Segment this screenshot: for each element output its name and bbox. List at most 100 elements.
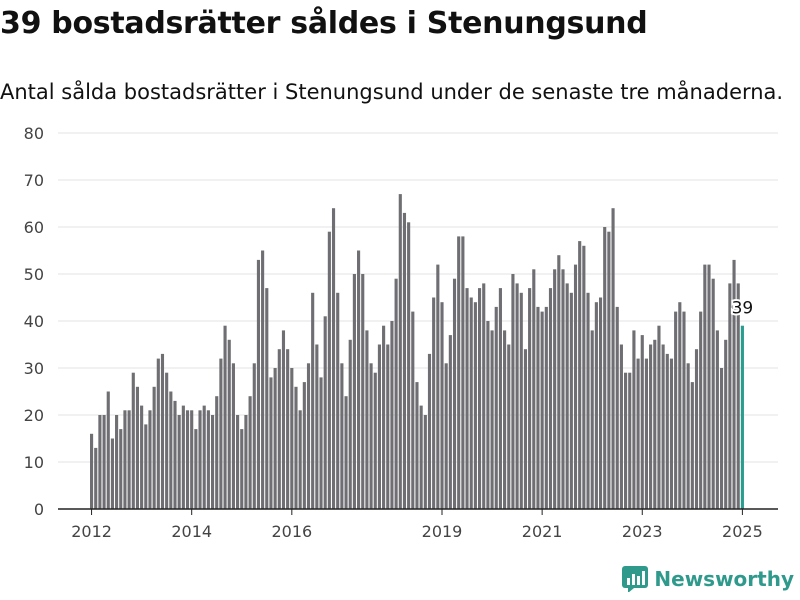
bar bbox=[540, 311, 544, 509]
bar bbox=[544, 306, 548, 509]
bar-chart: 0 10 20 30 40 50 60 70 80 2012 2014 2016 2019 2021 202… bbox=[24, 124, 778, 541]
bar bbox=[686, 363, 690, 509]
bar bbox=[102, 415, 106, 509]
bar bbox=[215, 396, 219, 509]
bar bbox=[724, 339, 728, 509]
bar bbox=[290, 368, 294, 509]
bar bbox=[719, 368, 724, 509]
bar bbox=[323, 316, 327, 509]
bar bbox=[694, 349, 699, 509]
bar bbox=[115, 415, 119, 509]
brand-name: Newsworthy bbox=[654, 567, 794, 591]
x-tick-label: 2016 bbox=[271, 522, 312, 541]
bar bbox=[265, 288, 269, 509]
bar bbox=[690, 382, 694, 509]
bar bbox=[402, 212, 407, 509]
bar bbox=[306, 363, 311, 509]
brand-logo: Newsworthy bbox=[622, 566, 794, 592]
bar bbox=[277, 349, 281, 509]
bar bbox=[649, 344, 653, 509]
bar bbox=[699, 311, 703, 509]
bar bbox=[152, 386, 156, 509]
bar bbox=[615, 306, 619, 509]
bar bbox=[365, 330, 369, 509]
bar bbox=[327, 231, 331, 509]
x-tick-label: 2012 bbox=[71, 522, 112, 541]
bar bbox=[711, 278, 715, 509]
bar bbox=[628, 372, 632, 509]
bar bbox=[110, 438, 114, 509]
bar bbox=[624, 372, 628, 509]
bar bbox=[678, 302, 682, 509]
bar bbox=[436, 264, 440, 509]
x-tick-label: 2025 bbox=[722, 522, 763, 541]
bar bbox=[636, 358, 640, 509]
bar bbox=[469, 297, 473, 509]
bar bbox=[682, 311, 686, 509]
bar bbox=[348, 339, 352, 509]
bar bbox=[294, 386, 298, 509]
highlight-value-label: 39 bbox=[732, 299, 754, 319]
bar bbox=[331, 208, 336, 509]
bar bbox=[419, 405, 423, 509]
bar bbox=[244, 415, 248, 509]
bar bbox=[352, 274, 356, 509]
bar bbox=[632, 330, 636, 509]
bar bbox=[674, 311, 678, 509]
bar bbox=[127, 410, 131, 509]
bar bbox=[411, 311, 415, 509]
bar bbox=[281, 330, 286, 509]
bar bbox=[594, 302, 598, 509]
bar bbox=[231, 363, 235, 509]
bar bbox=[503, 330, 507, 509]
bar bbox=[210, 415, 215, 509]
bar bbox=[557, 255, 561, 509]
bar bbox=[448, 335, 452, 509]
bar bbox=[319, 377, 323, 509]
bar-highlight bbox=[740, 325, 744, 509]
bar bbox=[298, 410, 302, 509]
bar bbox=[607, 231, 611, 509]
bar bbox=[586, 292, 590, 509]
bar bbox=[377, 344, 381, 509]
bar bbox=[498, 288, 502, 509]
bar bbox=[657, 325, 661, 509]
y-tick-label: 0 bbox=[34, 500, 44, 519]
chart-subtitle: Antal sålda bostadsrätter i Stenungsund … bbox=[0, 80, 784, 104]
bar bbox=[482, 283, 486, 509]
bar bbox=[461, 236, 465, 509]
bar bbox=[561, 269, 565, 509]
bar bbox=[707, 264, 711, 509]
bar bbox=[156, 358, 160, 509]
bar bbox=[315, 344, 319, 509]
bar bbox=[703, 264, 707, 509]
bar bbox=[440, 302, 444, 509]
bar bbox=[569, 292, 573, 509]
bar bbox=[523, 349, 528, 509]
bar bbox=[653, 339, 657, 509]
bar bbox=[661, 344, 665, 509]
bar bbox=[511, 274, 515, 509]
y-tick-label: 10 bbox=[24, 453, 44, 472]
bar bbox=[340, 363, 344, 509]
y-tick-label: 80 bbox=[24, 124, 44, 143]
bar bbox=[394, 278, 398, 509]
bar bbox=[140, 405, 144, 509]
bar bbox=[194, 429, 198, 509]
bar bbox=[336, 292, 340, 509]
bar bbox=[398, 194, 402, 509]
x-tick-label: 2021 bbox=[522, 522, 563, 541]
y-tick-label: 30 bbox=[24, 359, 44, 378]
bar bbox=[578, 241, 582, 509]
bar bbox=[252, 363, 256, 509]
bar bbox=[423, 415, 427, 509]
bar bbox=[452, 278, 457, 509]
bar bbox=[415, 382, 419, 509]
bar bbox=[507, 344, 511, 509]
bar bbox=[165, 372, 169, 509]
y-tick-label: 20 bbox=[24, 406, 44, 425]
bar bbox=[357, 250, 361, 509]
bar bbox=[173, 400, 177, 509]
bar bbox=[432, 297, 436, 509]
y-tick-label: 70 bbox=[24, 171, 44, 190]
